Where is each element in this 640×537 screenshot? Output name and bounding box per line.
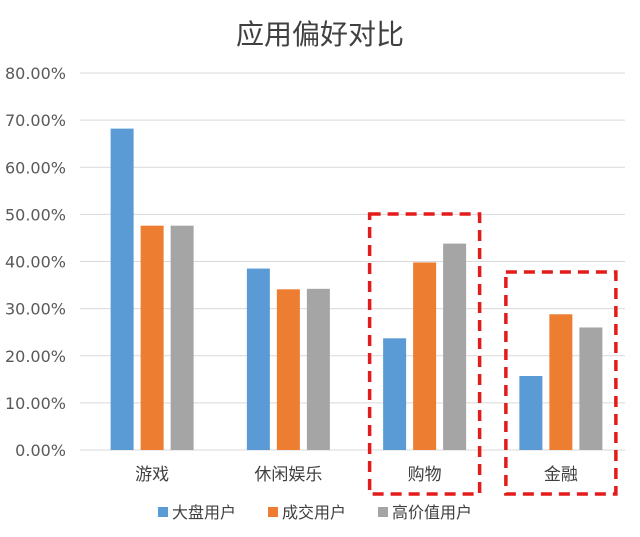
highlight-box <box>367 212 482 496</box>
category-label: 游戏 <box>135 465 169 485</box>
y-tick-label: 60.00% <box>5 158 66 177</box>
y-tick-label: 20.00% <box>5 347 66 366</box>
bar <box>170 225 194 450</box>
legend-swatch <box>378 507 388 517</box>
legend-label: 高价值用户 <box>392 503 472 522</box>
legend-label: 大盘用户 <box>172 503 236 522</box>
highlight-box <box>504 270 618 496</box>
bar <box>306 288 330 450</box>
bar <box>443 243 467 450</box>
bar <box>140 225 164 450</box>
bar <box>246 268 270 450</box>
legend: 大盘用户 成交用户 高价值用户 <box>158 503 472 522</box>
legend-swatch <box>268 507 278 517</box>
bars <box>110 128 603 451</box>
category-label: 金融 <box>544 465 578 485</box>
bar <box>413 262 437 450</box>
category-label: 购物 <box>408 465 442 485</box>
y-axis-ticks: 0.00% 10.00% 20.00% 30.00% 40.00% 50.00% 60.00… <box>5 64 66 460</box>
y-tick-label: 50.00% <box>5 205 66 224</box>
legend-swatch <box>158 507 168 517</box>
bar <box>110 128 134 451</box>
x-axis-labels: 游戏 休闲娱乐 购物 金融 <box>135 465 578 485</box>
y-tick-label: 80.00% <box>5 64 66 83</box>
bar <box>579 327 603 450</box>
bar <box>383 338 407 450</box>
bar <box>519 376 543 450</box>
y-tick-label: 0.00% <box>15 441 66 460</box>
highlight-boxes <box>367 212 618 496</box>
y-tick-label: 30.00% <box>5 300 66 319</box>
category-label: 休闲娱乐 <box>254 465 322 485</box>
bar <box>276 289 300 450</box>
bar <box>549 314 573 450</box>
chart-title: 应用偏好对比 <box>236 18 404 51</box>
legend-label: 成交用户 <box>282 503 346 522</box>
y-tick-label: 10.00% <box>5 394 66 413</box>
y-tick-label: 40.00% <box>5 253 66 272</box>
y-tick-label: 70.00% <box>5 111 66 130</box>
